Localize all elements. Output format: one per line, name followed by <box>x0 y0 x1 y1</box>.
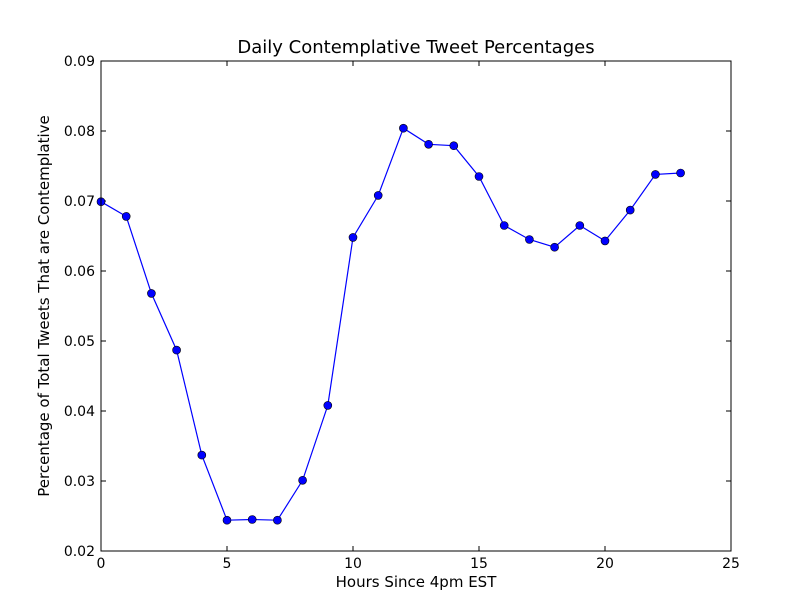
y-axis-title: Percentage of Total Tweets That are Cont… <box>35 115 53 497</box>
x-tick-label: 0 <box>97 556 106 572</box>
data-point <box>550 242 559 252</box>
data-point <box>424 140 433 149</box>
data-point <box>172 345 181 355</box>
x-tick-label: 20 <box>596 556 614 572</box>
y-tick-label: 0.07 <box>64 194 95 210</box>
series-line <box>100 127 681 521</box>
x-tick-label: 5 <box>223 556 232 572</box>
data-point <box>247 515 257 524</box>
x-tick-label: 25 <box>722 556 740 572</box>
data-point <box>676 168 685 178</box>
plot-frame <box>100 60 732 552</box>
data-point <box>273 515 282 525</box>
y-tick-label: 0.02 <box>64 544 95 560</box>
data-point <box>625 205 635 215</box>
y-tick-label: 0.09 <box>64 54 95 70</box>
y-tick-label: 0.04 <box>64 404 95 420</box>
data-point <box>147 289 156 298</box>
plot-background <box>101 61 731 551</box>
data-point <box>197 450 207 460</box>
x-tick-label: 10 <box>344 556 362 572</box>
data-point <box>373 191 383 200</box>
data-point <box>575 221 585 230</box>
data-point <box>348 233 358 242</box>
data-point <box>525 235 534 244</box>
data-point <box>399 123 408 133</box>
data-point <box>651 170 660 179</box>
data-point <box>600 236 610 246</box>
y-tick-label: 0.08 <box>64 124 95 140</box>
y-tick-label: 0.03 <box>64 474 95 490</box>
data-point <box>222 515 232 525</box>
data-point <box>323 401 333 410</box>
data-point <box>449 141 459 150</box>
data-point <box>499 221 509 230</box>
data-point <box>474 172 484 181</box>
chart-title: Daily Contemplative Tweet Percentages <box>237 37 594 58</box>
data-point <box>121 212 131 221</box>
y-tick-label: 0.05 <box>64 334 95 350</box>
y-tick-label: 0.06 <box>64 264 95 280</box>
x-tick-label: 15 <box>470 556 488 572</box>
data-point <box>298 475 307 485</box>
x-axis-title: Hours Since 4pm EST <box>336 573 498 591</box>
